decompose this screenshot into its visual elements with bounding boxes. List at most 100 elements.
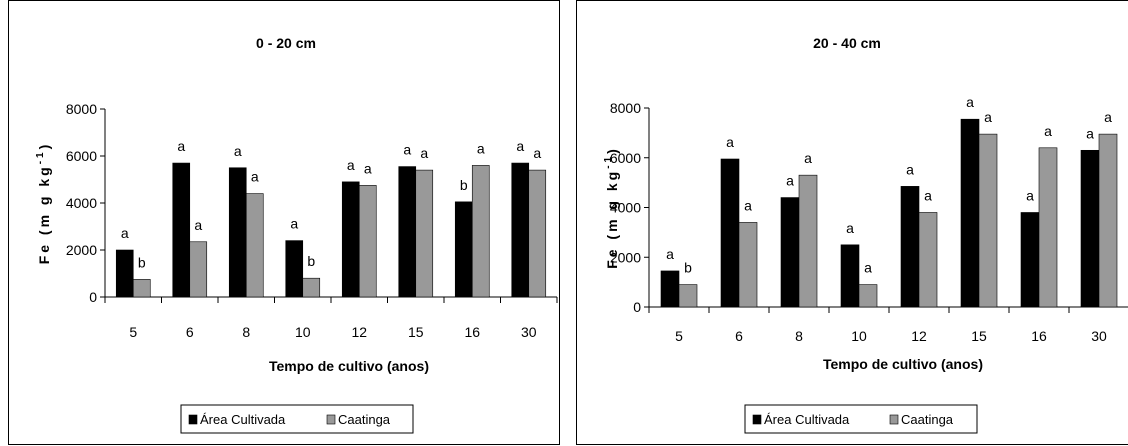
significance-letter: a	[924, 187, 932, 203]
bar-caatinga	[678, 284, 698, 308]
significance-letter: a	[966, 94, 974, 110]
y-axis-label: Fe (m g kg-1)	[35, 142, 52, 265]
y-tick-label: 8000	[66, 101, 97, 117]
bar-area-cultivada	[660, 270, 680, 308]
significance-letter: a	[1044, 123, 1052, 139]
y-axis-label-close: )	[36, 142, 52, 150]
significance-letter: a	[420, 145, 428, 161]
legend-label: Caatinga	[338, 412, 391, 427]
significance-letter: a	[666, 246, 674, 262]
significance-letter: a	[786, 173, 794, 189]
bar-caatinga	[245, 193, 264, 298]
legend-swatch	[326, 414, 336, 425]
significance-letter: b	[307, 253, 315, 269]
y-tick-label: 4000	[610, 200, 641, 216]
bar-caatinga	[415, 169, 434, 298]
significance-letter: a	[177, 138, 185, 154]
y-tick-label: 0	[89, 289, 97, 305]
legend-swatch	[752, 414, 762, 425]
chart-0-20cm: 0 - 20 cm02000400060008000ab5aa6aa8ab10a…	[35, 35, 558, 434]
significance-letter: a	[477, 140, 485, 156]
bar-area-cultivada	[398, 166, 417, 298]
x-tick-label: 6	[186, 324, 194, 340]
bar-area-cultivada	[341, 181, 360, 298]
legend-label: Área Cultivada	[764, 412, 850, 427]
significance-letter: a	[121, 225, 129, 241]
significance-letter: a	[347, 157, 355, 173]
x-tick-label: 15	[408, 324, 424, 340]
x-tick-label: 12	[351, 324, 367, 340]
bar-caatinga	[132, 279, 151, 298]
bar-caatinga	[189, 241, 208, 298]
bar-caatinga	[858, 284, 878, 308]
y-tick-label: 8000	[610, 100, 641, 116]
significance-letter: a	[1086, 125, 1094, 141]
x-axis-label: Tempo de cultivo (anos)	[823, 356, 983, 372]
significance-letter: b	[684, 260, 692, 276]
significance-letter: a	[846, 220, 854, 236]
x-tick-label: 30	[1091, 328, 1107, 344]
bar-area-cultivada	[1020, 212, 1040, 308]
x-tick-label: 30	[521, 324, 537, 340]
x-tick-label: 16	[1031, 328, 1047, 344]
bar-caatinga	[738, 222, 758, 308]
significance-letter: a	[744, 197, 752, 213]
bar-caatinga	[978, 133, 998, 308]
x-tick-label: 16	[464, 324, 480, 340]
bar-area-cultivada	[780, 197, 800, 308]
bar-caatinga	[1038, 147, 1058, 308]
y-axis-label-close: )	[604, 146, 620, 154]
chart-panel-20-40cm: 20 - 40 cm 0 2000 4000 6000 8000 a b 5 a a 6 a a 8 a a 10…	[576, 0, 1128, 445]
y-axis-label-superscript: -1	[35, 149, 46, 164]
significance-letter: a	[251, 169, 259, 185]
significance-letter: a	[984, 109, 992, 125]
x-tick-label: 5	[675, 328, 683, 344]
chart-title: 20 - 40 cm	[813, 35, 881, 51]
x-tick-label: 10	[851, 328, 867, 344]
significance-letter: b	[460, 177, 468, 193]
bar-area-cultivada	[454, 201, 473, 298]
bar-area-cultivada	[285, 240, 304, 298]
y-axis-label-main: Fe (m g kg	[604, 169, 620, 269]
bar-area-cultivada	[511, 162, 530, 298]
significance-letter: a	[533, 145, 541, 161]
bar-caatinga	[528, 169, 547, 298]
significance-letter: a	[194, 217, 202, 233]
y-tick-label: 2000	[66, 242, 97, 258]
significance-letter: a	[364, 160, 372, 176]
y-tick-label: 6000	[66, 148, 97, 164]
bar-caatinga	[918, 212, 938, 308]
legend-swatch	[188, 414, 198, 425]
significance-letter: a	[1104, 109, 1112, 125]
bar-area-cultivada	[115, 249, 134, 298]
x-tick-label: 5	[129, 324, 137, 340]
legend-box	[180, 404, 414, 434]
y-tick-label: 2000	[610, 249, 641, 265]
significance-letter: a	[516, 138, 524, 154]
bar-caatinga	[798, 174, 818, 308]
significance-letter: a	[804, 150, 812, 166]
significance-letter: a	[1026, 187, 1034, 203]
bar-caatinga	[358, 185, 377, 298]
y-axis-label-main: Fe (m g kg	[36, 164, 52, 264]
x-tick-label: 10	[295, 324, 311, 340]
y-tick-label: 6000	[610, 150, 641, 166]
chart-20-40cm: 20 - 40 cm02000400060008000ab5aa6aa8aa10…	[603, 35, 1128, 434]
bar-area-cultivada	[1080, 149, 1100, 308]
bar-area-cultivada	[720, 158, 740, 308]
x-axis-label: Tempo de cultivo (anos)	[269, 358, 429, 374]
x-tick-label: 8	[795, 328, 803, 344]
bar-area-cultivada	[172, 162, 191, 298]
y-tick-label: 4000	[66, 195, 97, 211]
legend-swatch	[889, 414, 899, 425]
chart-title: 0 - 20 cm	[256, 35, 316, 51]
bar-caatinga	[471, 165, 490, 298]
significance-letter: a	[864, 260, 872, 276]
bar-area-cultivada	[900, 186, 920, 308]
bar-area-cultivada	[960, 118, 980, 308]
legend-label: Caatinga	[901, 412, 954, 427]
x-tick-label: 12	[911, 328, 927, 344]
x-tick-label: 8	[242, 324, 250, 340]
significance-letter: a	[403, 142, 411, 158]
bar-area-cultivada	[840, 244, 860, 308]
